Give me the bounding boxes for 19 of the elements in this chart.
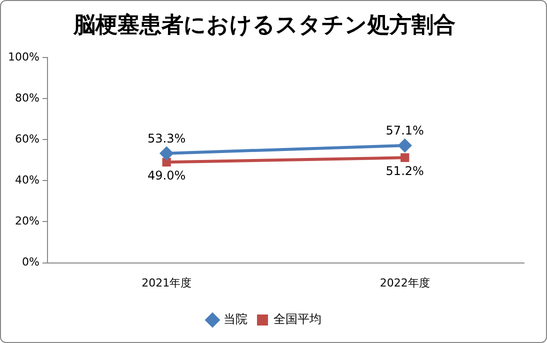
y-tick-label: 0% [22, 256, 40, 269]
data-label: 57.1% [386, 124, 424, 138]
y-tick-label: 60% [14, 132, 40, 146]
point [398, 139, 412, 152]
point [162, 158, 171, 166]
legend-label: 全国平均 [274, 312, 322, 326]
y-tick-label: 80% [14, 91, 40, 104]
point [400, 153, 410, 162]
chart-title: 脳梗塞患者におけるスタチン処方割合 [72, 12, 456, 38]
x-tick-label: 2022年度 [380, 276, 430, 290]
data-label: 51.2% [386, 164, 424, 178]
y-tick-label: 40% [14, 174, 40, 186]
y-tick-label: 20% [14, 214, 40, 228]
x-tick-label: 2021年度 [142, 276, 192, 290]
data-label: 49.0% [148, 168, 186, 182]
legend-label: 当院 [224, 312, 248, 326]
data-label: 53.3% [148, 131, 186, 146]
point [160, 146, 174, 160]
y-tick-label: 100% [8, 50, 40, 64]
